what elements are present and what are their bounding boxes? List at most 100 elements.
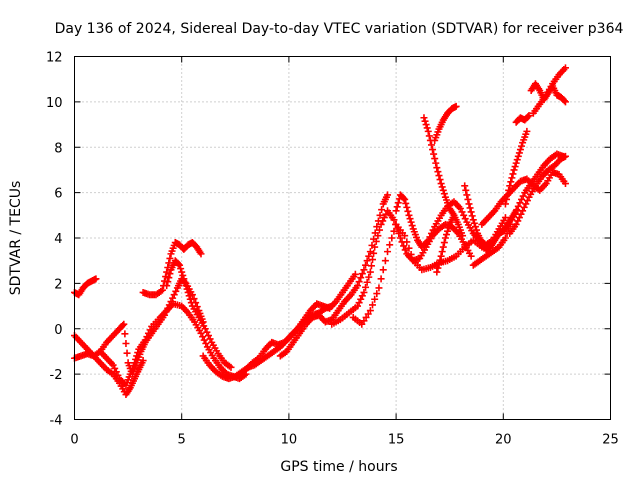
data-point [180, 275, 188, 283]
data-point [365, 252, 373, 260]
data-point [561, 180, 569, 188]
data-point [520, 203, 528, 211]
data-point [515, 149, 523, 157]
data-point [363, 257, 371, 265]
data-point [515, 214, 523, 222]
data-point [405, 244, 413, 252]
data-point [384, 191, 392, 199]
data-point [513, 156, 521, 164]
data-point [187, 299, 195, 307]
data-point [439, 186, 447, 194]
data-point [433, 268, 441, 276]
data-point [375, 226, 383, 234]
series-1 [71, 275, 100, 299]
series-3 [71, 332, 147, 399]
y-tick-labels: -4 -2 0 2 4 6 8 10 12 [46, 51, 63, 429]
y-tick-label: 4 [54, 232, 62, 247]
data-point [378, 206, 386, 214]
y-tick-label: 2 [54, 277, 62, 292]
data-point [523, 127, 531, 135]
data-point [407, 250, 415, 258]
data-point [506, 182, 514, 190]
data-point [164, 278, 172, 286]
data-point [452, 102, 460, 110]
series-4 [96, 275, 207, 378]
data-point [119, 321, 127, 329]
data-point [166, 254, 174, 262]
data-point [516, 146, 524, 154]
data-point [163, 282, 171, 290]
data-point [122, 339, 130, 347]
data-point [437, 252, 445, 260]
data-point [184, 288, 192, 296]
data-point [120, 320, 128, 328]
data-point [465, 200, 473, 208]
data-point [423, 124, 431, 132]
data-point [186, 295, 194, 303]
data-point [379, 266, 387, 274]
data-point [369, 301, 377, 309]
series-8 [242, 270, 359, 374]
data-point [370, 249, 378, 257]
data-point [405, 211, 413, 219]
data-point [188, 291, 196, 299]
data-point [402, 199, 410, 207]
data-point [460, 211, 468, 219]
data-point [432, 159, 440, 167]
data-point [506, 220, 514, 228]
data-point [435, 172, 443, 180]
data-point [561, 64, 569, 72]
data-point [439, 243, 447, 251]
data-point [501, 214, 509, 222]
data-point [519, 207, 527, 215]
data-point [369, 256, 377, 264]
y-tick-label: 12 [46, 51, 63, 66]
data-point [469, 216, 477, 224]
data-point [363, 278, 371, 286]
x-tick-label: 10 [281, 433, 298, 448]
y-tick-label: 8 [54, 141, 62, 156]
data-point [393, 203, 401, 211]
data-point [406, 215, 414, 223]
data-point [524, 113, 532, 121]
grid-lines [74, 56, 611, 420]
data-point [358, 270, 366, 278]
data-point [202, 339, 210, 347]
data-point [467, 208, 475, 216]
data-point [121, 330, 129, 338]
data-point [206, 335, 214, 343]
data-point [360, 266, 368, 274]
series-9 [276, 191, 392, 360]
data-point [169, 294, 177, 302]
data-point [468, 212, 476, 220]
data-point [463, 191, 471, 199]
data-point [442, 231, 450, 239]
data-point [430, 150, 438, 158]
data-point [200, 336, 208, 344]
data-point [510, 166, 518, 174]
data-point [390, 227, 398, 235]
data-point [400, 242, 408, 250]
data-point [425, 132, 433, 140]
data-point [407, 218, 415, 226]
data-point [366, 268, 374, 276]
x-tick-label: 15 [388, 433, 405, 448]
data-point [438, 248, 446, 256]
series-23 [506, 152, 569, 237]
data-point [508, 174, 516, 182]
data-points [71, 64, 569, 399]
data-point [377, 275, 385, 283]
data-point [523, 197, 531, 205]
data-point [504, 191, 512, 199]
y-tick-label: -2 [50, 368, 63, 383]
data-point [357, 295, 365, 303]
data-point [421, 117, 429, 125]
series-15 [433, 211, 467, 276]
data-point [176, 261, 184, 269]
series-11 [349, 220, 494, 328]
data-point [390, 216, 398, 224]
data-point [376, 211, 384, 219]
data-point [466, 204, 474, 212]
data-point [396, 234, 404, 242]
data-point [374, 232, 382, 240]
